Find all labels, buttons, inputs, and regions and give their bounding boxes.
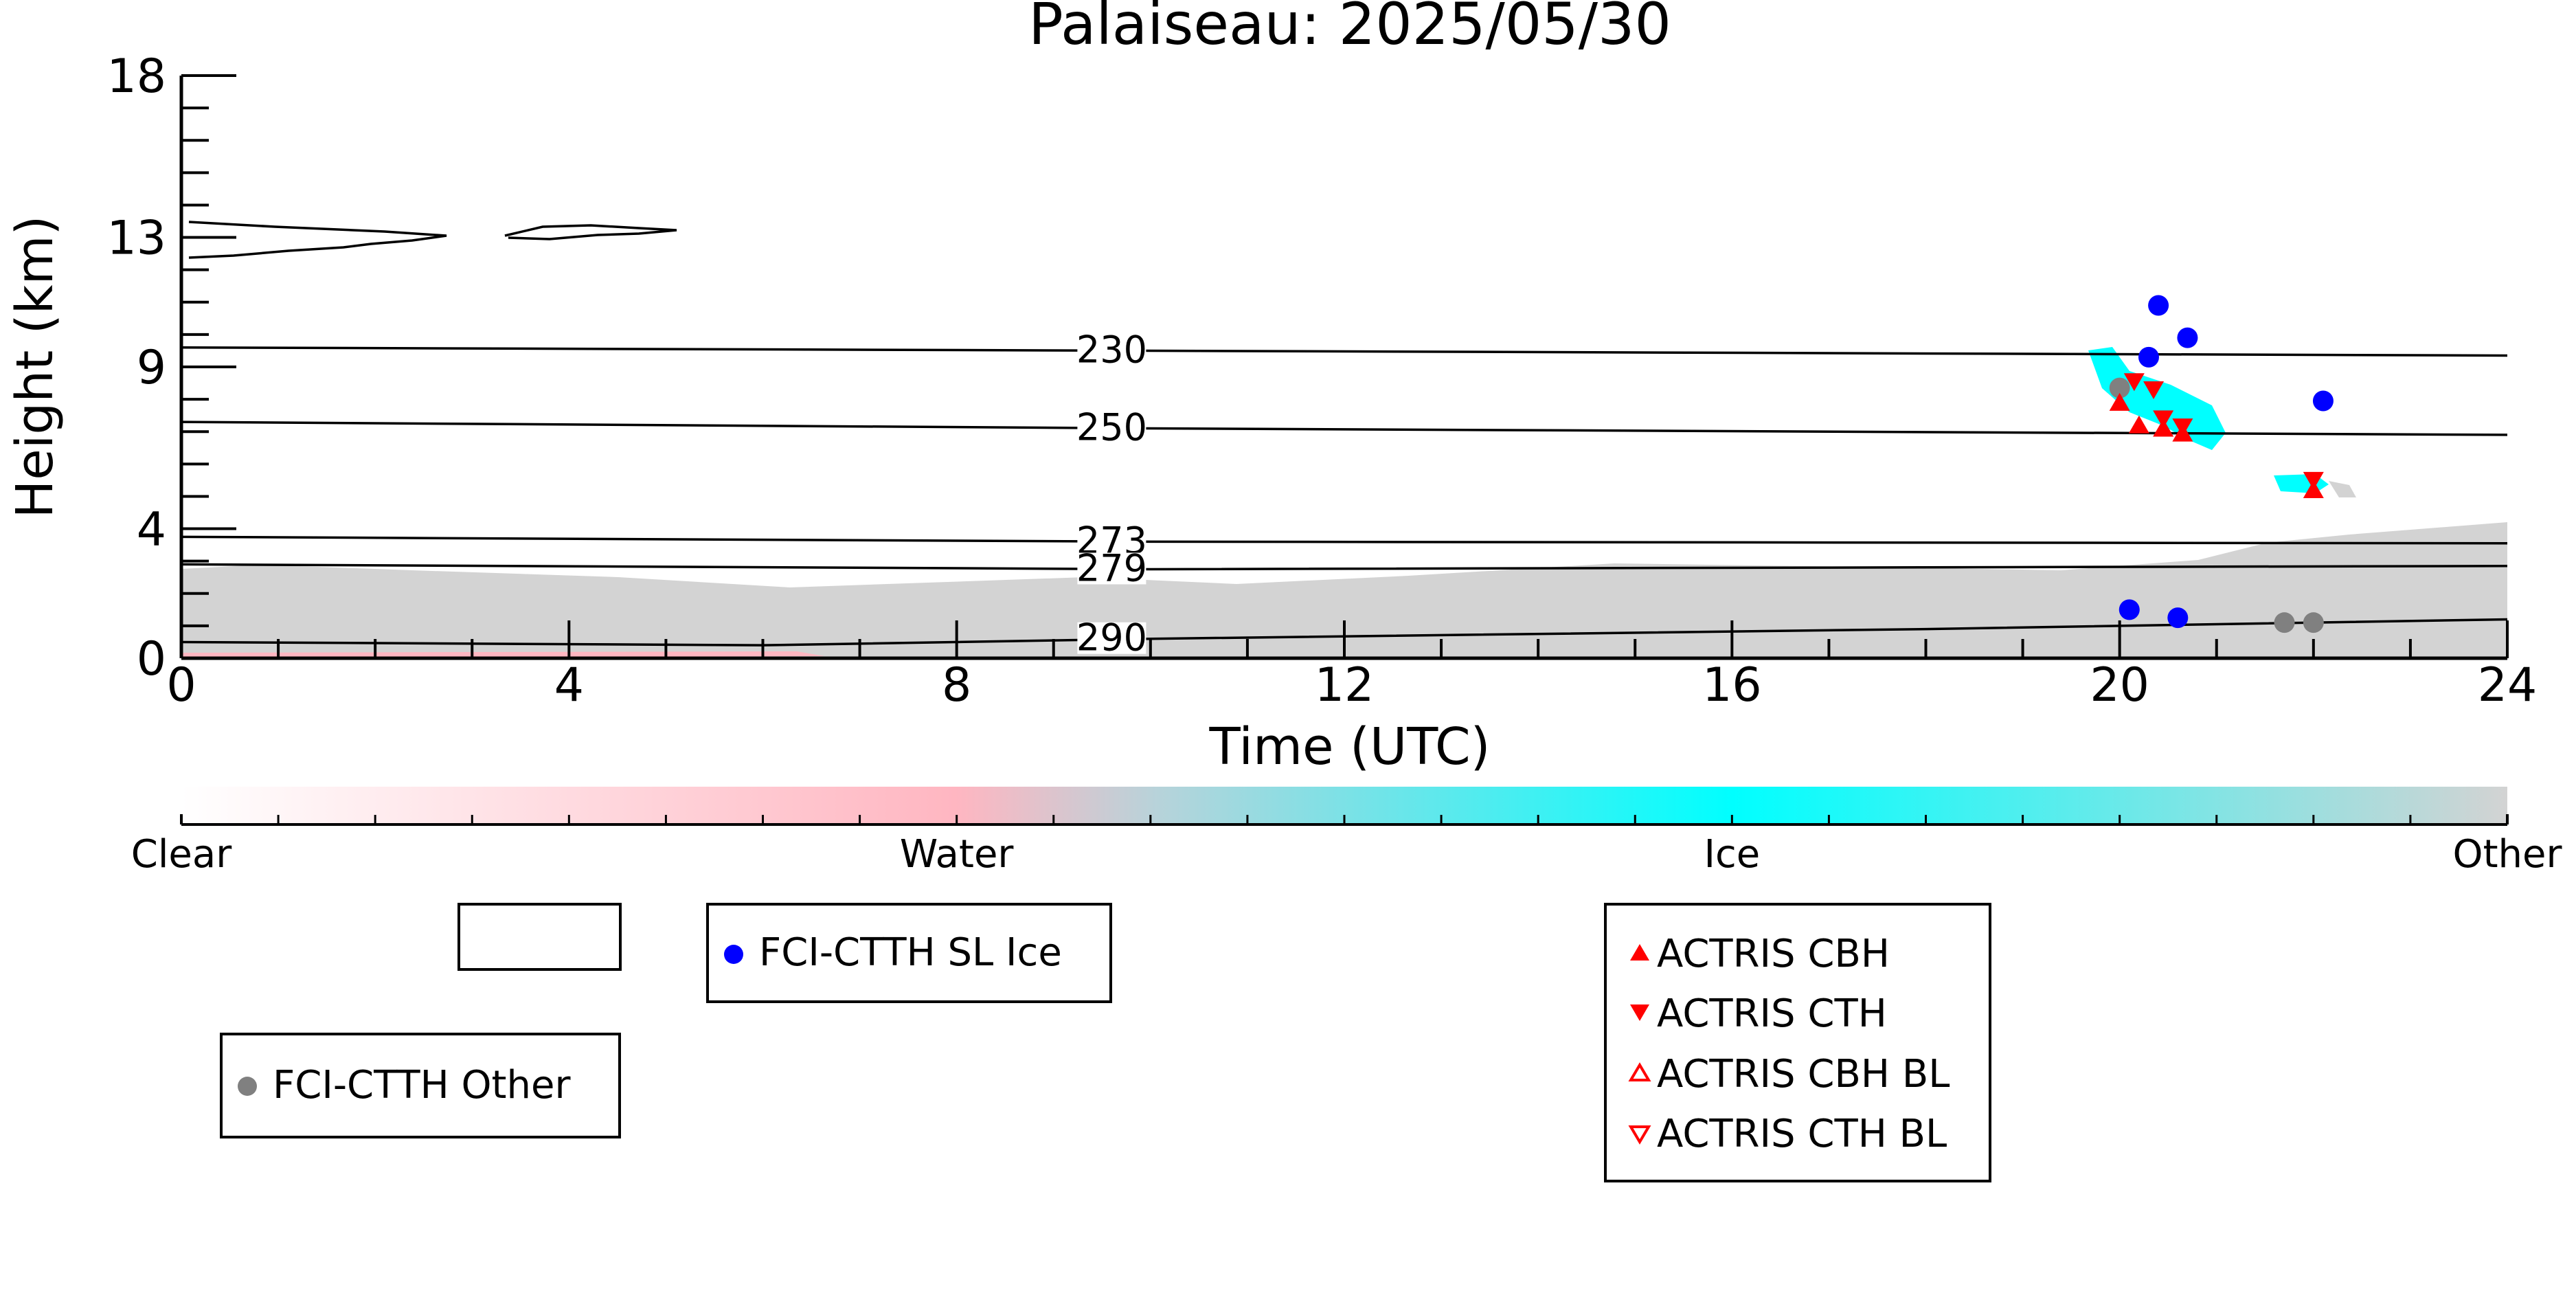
x-tick-label: 0 bbox=[166, 658, 196, 712]
legend-empty-frame bbox=[457, 903, 622, 971]
isotherm-line bbox=[181, 563, 2508, 571]
y-axis-label: Height (km) bbox=[5, 216, 65, 519]
legend-cbh-marker bbox=[1630, 944, 1649, 961]
legend-other: FCI-CTTH Other bbox=[220, 1033, 621, 1138]
chart-title: Palaiseau: 2025/05/30 bbox=[1028, 0, 1671, 58]
legend-cbh-bl-label: ACTRIS CBH BL bbox=[1657, 1052, 1950, 1097]
data-point-marker bbox=[2148, 295, 2169, 316]
isotherm-label-bg bbox=[1077, 552, 1146, 585]
ice-cloud-region-1 bbox=[2088, 347, 2226, 450]
x-tick-label: 12 bbox=[1315, 658, 1375, 712]
y-tick-label: 0 bbox=[137, 632, 166, 686]
y-tick-group: 0 4 9 13 18 bbox=[106, 49, 236, 686]
other-cloud-region bbox=[181, 522, 2507, 658]
legend-sl-ice-label: FCI-CTTH SL Ice bbox=[759, 930, 1062, 975]
cirrus-contour-lines bbox=[188, 221, 677, 259]
x-tick-label: 4 bbox=[554, 658, 584, 712]
isotherm-label: 279 bbox=[1076, 546, 1147, 590]
data-point-marker bbox=[2119, 599, 2140, 620]
isotherm-label-bg bbox=[1077, 334, 1146, 366]
data-point-marker bbox=[2167, 607, 2189, 629]
legend-sl-ice-marker bbox=[724, 945, 743, 964]
x-tick-label: 8 bbox=[942, 658, 971, 712]
other-cloud-small bbox=[2329, 481, 2356, 497]
isotherm-label-bg bbox=[1077, 412, 1146, 444]
data-point-marker bbox=[2109, 377, 2130, 398]
data-point-marker bbox=[2303, 471, 2324, 490]
x-tick-label: 20 bbox=[2090, 658, 2149, 712]
y-tick-label: 4 bbox=[137, 503, 166, 557]
legend-cth-marker bbox=[1630, 1004, 1649, 1021]
isotherm-line bbox=[181, 535, 2508, 545]
isotherm-label-bg bbox=[1077, 525, 1146, 557]
x-tick-label: 24 bbox=[2478, 658, 2538, 712]
x-tick-group: 0 4 8 12 16 20 24 bbox=[166, 620, 2537, 712]
cirrus-contour-right bbox=[504, 224, 677, 240]
y-tick-label: 13 bbox=[106, 212, 166, 266]
isotherm-label-bg bbox=[1077, 622, 1146, 654]
colorbar-label: Ice bbox=[1704, 832, 1760, 877]
data-point-marker bbox=[2143, 381, 2165, 399]
y-tick-label: 9 bbox=[137, 341, 166, 395]
legend-actris: ACTRIS CBH ACTRIS CTH ACTRIS CBH BL ACTR… bbox=[1604, 903, 1991, 1182]
data-point-marker bbox=[2274, 612, 2295, 633]
legend-cbh-label: ACTRIS CBH bbox=[1657, 932, 1890, 976]
legend-cth-label: ACTRIS CTH bbox=[1657, 991, 1887, 1036]
x-axis-label: Time (UTC) bbox=[1208, 717, 1490, 776]
isotherm-label: 250 bbox=[1076, 406, 1147, 449]
marker-layer bbox=[2109, 295, 2334, 633]
colorbar: Clear Water Ice Other bbox=[131, 787, 2563, 877]
cloud-mask-layer bbox=[181, 347, 2507, 658]
data-point-marker bbox=[2172, 418, 2193, 437]
legend-cth-bl-marker bbox=[1628, 1125, 1651, 1145]
isotherm-line bbox=[181, 346, 2508, 357]
legend-other-label: FCI-CTTH Other bbox=[273, 1063, 571, 1108]
isotherm-label: 290 bbox=[1076, 616, 1147, 660]
legend-empty-box bbox=[457, 903, 622, 971]
cirrus-contour-left bbox=[188, 221, 447, 259]
data-point-marker bbox=[2138, 346, 2159, 368]
data-point-marker bbox=[2123, 373, 2145, 392]
legend-other-frame bbox=[220, 1033, 621, 1138]
legend-cbh-bl-marker bbox=[1628, 1062, 1651, 1081]
data-point-marker bbox=[2128, 415, 2149, 434]
data-point-marker bbox=[2109, 392, 2130, 411]
colorbar-label: Other bbox=[2452, 832, 2562, 877]
isotherm-label: 230 bbox=[1076, 328, 1147, 371]
data-point-marker bbox=[2312, 390, 2334, 412]
legend-cth-bl-label: ACTRIS CTH BL bbox=[1657, 1112, 1947, 1156]
colorbar-label-group: Clear Water Ice Other bbox=[131, 832, 2563, 877]
legend-sl-ice: FCI-CTTH SL Ice bbox=[706, 903, 1112, 1003]
colorbar-label: Water bbox=[900, 832, 1015, 877]
data-point-marker bbox=[2153, 410, 2174, 429]
colorbar-label: Clear bbox=[131, 832, 232, 877]
y-tick-label: 18 bbox=[106, 49, 166, 104]
x-tick-label: 16 bbox=[1702, 658, 1762, 712]
legend-other-marker bbox=[238, 1077, 257, 1096]
legend-sl-ice-frame bbox=[706, 903, 1112, 1003]
legend-actris-frame bbox=[1604, 903, 1991, 1182]
data-point-marker bbox=[2177, 327, 2198, 348]
colorbar-tick-group bbox=[277, 815, 2412, 824]
isotherm-line bbox=[181, 420, 2508, 436]
data-point-marker bbox=[2303, 612, 2324, 633]
